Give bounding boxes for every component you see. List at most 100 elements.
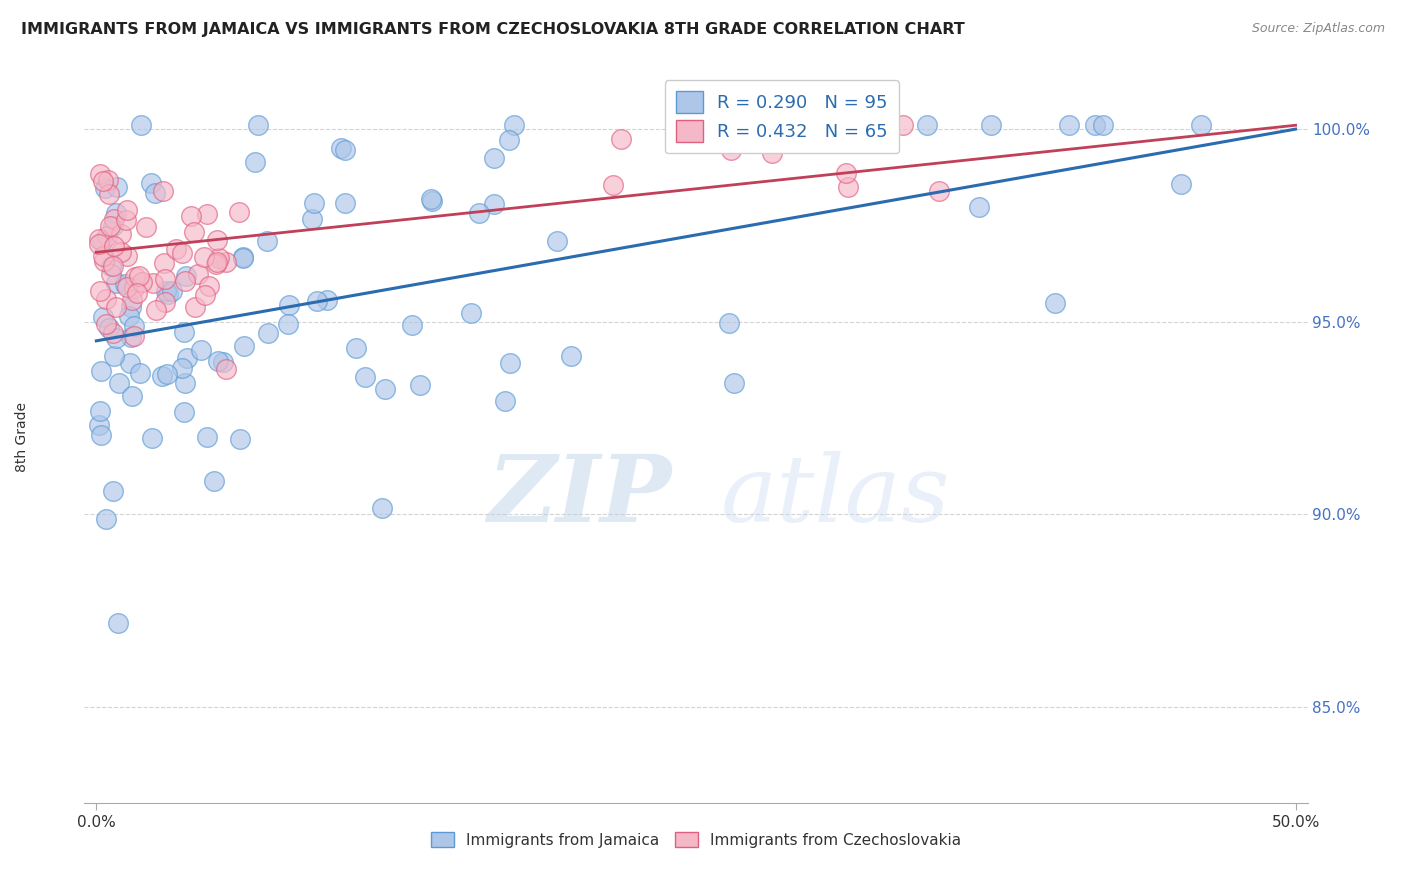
Point (124, 269, 146, 284)
Point (172, 361, 194, 376)
Point (152, 184, 174, 198)
Point (107, 616, 129, 631)
Point (467, 206, 489, 220)
Point (422, 194, 444, 209)
Point (232, 250, 254, 264)
Point (120, 300, 142, 314)
Point (482, 196, 505, 211)
Point (105, 180, 128, 194)
Point (207, 233, 229, 247)
Text: Source: ZipAtlas.com: Source: ZipAtlas.com (1251, 22, 1385, 36)
Point (173, 376, 195, 390)
Point (174, 274, 197, 288)
Point (176, 351, 198, 366)
Point (207, 354, 229, 368)
Point (256, 234, 278, 248)
Point (602, 178, 624, 192)
Point (215, 255, 238, 269)
Point (104, 331, 127, 345)
Point (117, 280, 139, 294)
Point (150, 368, 173, 383)
Point (891, 118, 914, 132)
Point (498, 356, 520, 370)
Point (333, 195, 356, 210)
Point (135, 220, 157, 235)
Point (118, 356, 141, 370)
Point (841, 118, 863, 132)
Point (129, 366, 152, 380)
Point (121, 293, 143, 307)
Point (546, 234, 568, 248)
Point (114, 277, 136, 292)
Point (89, 284, 111, 298)
Point (211, 354, 233, 368)
Point (110, 227, 132, 241)
Point (503, 118, 526, 132)
Point (315, 293, 337, 307)
Point (256, 326, 278, 341)
Y-axis label: 8th Grade: 8th Grade (15, 402, 28, 472)
Point (162, 284, 184, 298)
Point (87, 232, 110, 246)
Point (94, 181, 117, 195)
Point (344, 341, 367, 355)
Point (104, 277, 127, 291)
Point (103, 349, 125, 363)
Point (110, 244, 132, 259)
Point (1170, 178, 1192, 192)
Point (204, 257, 226, 271)
Point (104, 205, 127, 219)
Point (101, 259, 124, 273)
Point (87, 237, 110, 252)
Point (184, 300, 207, 314)
Legend: Immigrants from Jamaica, Immigrants from Czechoslovakia: Immigrants from Jamaica, Immigrants from… (425, 825, 967, 854)
Point (420, 192, 443, 206)
Point (232, 339, 254, 353)
Point (610, 132, 633, 146)
Point (1043, 295, 1066, 310)
Point (928, 184, 950, 198)
Point (198, 279, 221, 293)
Point (100, 259, 122, 273)
Point (118, 309, 141, 323)
Point (302, 195, 325, 210)
Point (194, 288, 217, 302)
Point (122, 281, 145, 295)
Point (835, 166, 858, 180)
Point (837, 180, 859, 194)
Point (1189, 118, 1212, 132)
Point (156, 287, 179, 301)
Point (195, 207, 218, 221)
Point (706, 118, 728, 132)
Point (122, 329, 145, 343)
Point (498, 132, 520, 146)
Point (374, 382, 396, 396)
Point (141, 431, 163, 445)
Point (207, 255, 229, 269)
Point (301, 212, 323, 227)
Point (155, 271, 177, 285)
Point (131, 118, 153, 132)
Point (115, 203, 138, 218)
Point (723, 376, 745, 391)
Point (101, 219, 124, 233)
Point (87, 418, 110, 433)
Point (131, 275, 153, 289)
Point (115, 249, 138, 263)
Point (89, 167, 111, 181)
Point (156, 367, 179, 381)
Point (482, 151, 505, 165)
Point (243, 154, 266, 169)
Point (494, 393, 516, 408)
Point (98, 219, 121, 234)
Point (1057, 118, 1080, 132)
Point (195, 430, 218, 444)
Text: IMMIGRANTS FROM JAMAICA VS IMMIGRANTS FROM CZECHOSLOVAKIA 8TH GRADE CORRELATION : IMMIGRANTS FROM JAMAICA VS IMMIGRANTS FR… (21, 22, 965, 37)
Point (969, 200, 991, 214)
Point (180, 209, 202, 223)
Point (142, 276, 165, 290)
Point (103, 238, 125, 252)
Point (103, 212, 125, 227)
Point (101, 483, 124, 498)
Point (173, 405, 195, 419)
